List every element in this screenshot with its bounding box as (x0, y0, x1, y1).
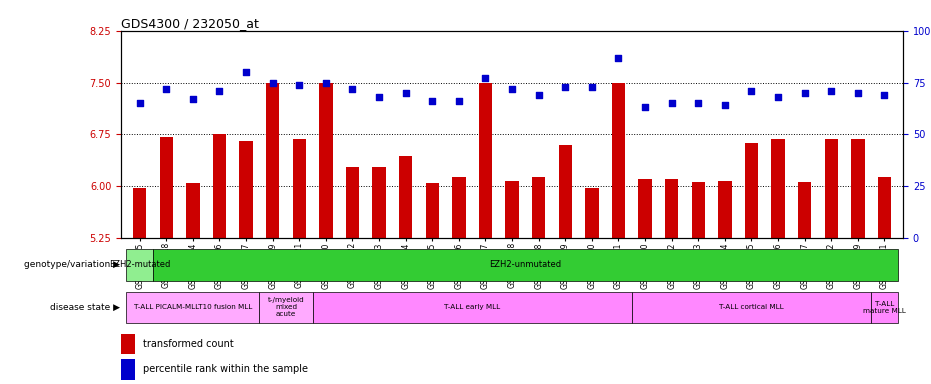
Point (185, 96, 200, 102)
Point (159, 86, 174, 92)
Point (664, 100, 679, 106)
Point (558, 84, 573, 90)
Bar (399, 156, 412, 238)
Text: disease state ▶: disease state ▶ (50, 303, 120, 312)
Point (505, 86, 519, 92)
Point (452, 98, 466, 104)
Bar (121, 359, 135, 380)
Text: EZH2-unmutated: EZH2-unmutated (490, 260, 561, 270)
Bar (127, 292, 260, 323)
Point (797, 90, 812, 96)
Bar (345, 167, 359, 238)
Text: percentile rank within the sample: percentile rank within the sample (143, 364, 308, 374)
Bar (639, 179, 652, 238)
Bar (372, 167, 385, 238)
Text: t-/myeloid
mixed
acute: t-/myeloid mixed acute (267, 297, 304, 317)
Point (425, 98, 439, 104)
Bar (266, 83, 279, 238)
Point (318, 79, 333, 86)
Bar (665, 179, 679, 238)
Text: T-ALL cortical MLL: T-ALL cortical MLL (719, 304, 784, 310)
Point (132, 100, 147, 106)
Bar (878, 177, 891, 238)
Text: T-ALL
mature MLL: T-ALL mature MLL (863, 301, 906, 314)
Bar (319, 83, 332, 238)
Bar (871, 292, 897, 323)
Bar (292, 139, 306, 238)
Bar (718, 181, 732, 238)
Point (265, 79, 280, 86)
Bar (186, 183, 199, 238)
Text: genotype/variation ▶: genotype/variation ▶ (24, 260, 120, 270)
Point (771, 94, 786, 100)
Bar (479, 83, 492, 238)
Bar (586, 188, 599, 238)
Point (238, 69, 253, 75)
Bar (506, 181, 519, 238)
Point (877, 92, 892, 98)
Bar (313, 292, 632, 323)
Point (585, 84, 600, 90)
Text: T-ALL PICALM-MLLT10 fusion MLL: T-ALL PICALM-MLLT10 fusion MLL (134, 304, 252, 310)
Point (532, 92, 546, 98)
Text: GDS4300 / 232050_at: GDS4300 / 232050_at (121, 17, 259, 30)
Point (691, 100, 706, 106)
Bar (260, 292, 313, 323)
Bar (798, 182, 811, 238)
Point (638, 104, 653, 111)
Point (850, 90, 865, 96)
Bar (127, 250, 153, 280)
Bar (745, 143, 758, 238)
Bar (612, 83, 625, 238)
Text: transformed count: transformed count (143, 339, 234, 349)
Bar (772, 139, 785, 238)
Bar (532, 177, 546, 238)
Text: EZH2-mutated: EZH2-mutated (109, 260, 170, 270)
Point (478, 75, 492, 81)
Point (744, 88, 759, 94)
Point (611, 55, 626, 61)
Bar (452, 177, 466, 238)
Bar (159, 137, 173, 238)
Bar (825, 139, 838, 238)
Bar (425, 183, 439, 238)
Point (718, 102, 733, 108)
Point (398, 90, 413, 96)
Bar (632, 292, 871, 323)
Bar (239, 141, 252, 238)
Point (212, 88, 227, 94)
Point (345, 86, 360, 92)
Bar (559, 145, 572, 238)
Point (824, 88, 839, 94)
Point (291, 81, 306, 88)
Bar (851, 139, 865, 238)
Bar (133, 188, 146, 238)
Text: T-ALL early MLL: T-ALL early MLL (444, 304, 500, 310)
Point (371, 94, 386, 100)
Bar (692, 182, 705, 238)
Bar (213, 134, 226, 238)
Bar (121, 334, 135, 354)
